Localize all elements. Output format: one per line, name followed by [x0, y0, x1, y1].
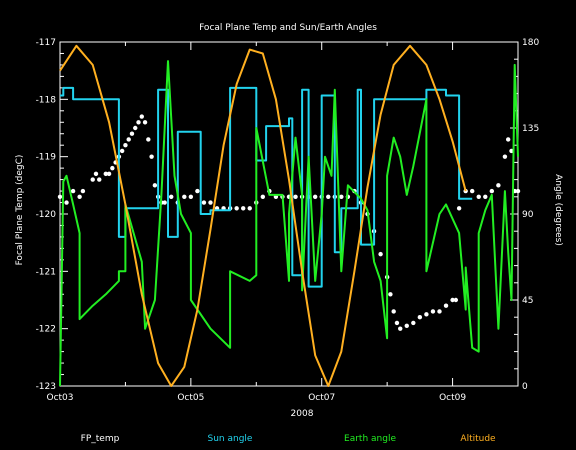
fp-temp-point [182, 194, 187, 199]
altitude-line [59, 44, 467, 387]
legend-item-fp-temp: FP_temp [81, 434, 120, 444]
legend: FP_temp Sun angle Earth angle Altitude [81, 434, 496, 444]
left-tick-label: -117 [36, 38, 56, 48]
legend-item-altitude: Altitude [460, 434, 496, 444]
fp-temp-point [470, 188, 475, 194]
fp-temp-point [70, 188, 76, 194]
legend-item-sun-angle: Sun angle [208, 434, 253, 444]
fp-temp-point [149, 154, 154, 159]
fp-temp-point [64, 200, 69, 205]
left-tick-label: -120 [36, 210, 57, 220]
fp-temp-point [394, 320, 400, 326]
fp-temp-point [411, 320, 416, 326]
fp-temp-point [97, 177, 102, 182]
y-axis-label-right: Angle (degrees) [553, 174, 563, 246]
fp-temp-point [450, 297, 455, 303]
fp-temp-point [388, 292, 393, 297]
fp-temp-point [110, 165, 115, 171]
fp-temp-point [453, 297, 459, 303]
fp-temp-point [126, 137, 131, 142]
fp-temp-point [57, 194, 63, 199]
fp-temp-point [483, 194, 488, 199]
fp-temp-point [293, 194, 298, 199]
fp-temp-point [201, 200, 207, 205]
left-tick-label: -119 [36, 153, 57, 163]
left-tick-label: -118 [36, 95, 57, 105]
fp-temp-point [123, 143, 128, 148]
fp-temp-point [326, 194, 331, 199]
fp-temp-point [195, 188, 200, 194]
x-tick-label: Oct09 [439, 393, 466, 403]
fp-temp-point [129, 131, 135, 136]
fp-temp-point [496, 183, 501, 188]
x-tick-label: Oct07 [308, 393, 335, 403]
fp-temp-point [152, 183, 158, 188]
fp-temp-point [133, 125, 138, 131]
fp-temp-point [146, 137, 151, 142]
fp-temp-point [476, 194, 481, 199]
fp-temp-point [424, 312, 429, 317]
fp-temp-point [443, 303, 449, 308]
fp-temp-point [103, 171, 109, 177]
left-tick-label: -121 [36, 267, 56, 277]
right-tick-label: 45 [522, 296, 533, 306]
fp-temp-point [90, 177, 95, 182]
sun-angle-line [60, 86, 473, 288]
right-tick-label: 0 [522, 382, 528, 392]
fp-temp-point [208, 200, 213, 205]
left-tick-label: -123 [36, 382, 56, 392]
fp-temp-point [119, 148, 125, 154]
fp-temp-point [430, 309, 436, 314]
fp-temp-point [312, 194, 318, 199]
fp-temp-point [437, 309, 442, 314]
fp-temp-point [77, 194, 82, 199]
left-tick-label: -122 [36, 325, 56, 335]
x-tick-label: Oct03 [46, 393, 73, 403]
fp-temp-point [456, 206, 462, 211]
fp-temp-point [188, 194, 194, 199]
x-tick-label: Oct05 [177, 393, 204, 403]
y-axis-label-left: Focal Plane Temp (degC) [15, 155, 25, 266]
chart-title: Focal Plane Temp and Sun/Earth Angles [199, 23, 377, 33]
x-axis: Oct03 Oct05 Oct07 Oct09 [46, 42, 519, 403]
fp-temp-point [106, 171, 112, 177]
fp-temp-point [502, 154, 508, 159]
fp-temp-point [339, 194, 344, 199]
fp-temp-point [136, 120, 141, 125]
fp-temp-point [398, 326, 403, 331]
fp-temp-point [169, 194, 174, 199]
fp-temp-point [139, 114, 144, 119]
fp-temp-point [505, 137, 511, 142]
fp-temp-point [391, 309, 396, 314]
earth-angle-line [59, 60, 519, 387]
fp-temp-point [241, 206, 246, 211]
fp-temp-point [515, 188, 521, 194]
fp-temp-point [404, 323, 409, 328]
fp-temp-point [260, 194, 266, 199]
fp-temp-point [80, 188, 86, 194]
fp-temp-point [247, 206, 252, 211]
right-tick-label: 180 [522, 38, 539, 48]
fp-temp-point [378, 251, 383, 257]
right-tick-label: 90 [522, 210, 534, 220]
fp-temp-point [234, 206, 239, 211]
fp-temp-point [489, 188, 495, 194]
fp-temp-point [142, 120, 148, 125]
fp-temp-point [417, 315, 423, 320]
right-tick-label: 135 [522, 124, 539, 134]
fp-temp-point [162, 200, 167, 205]
series-layer [57, 44, 521, 387]
fp-temp-point [93, 171, 99, 177]
x-axis-label: 2008 [291, 409, 314, 419]
legend-item-earth-angle: Earth angle [344, 434, 396, 444]
